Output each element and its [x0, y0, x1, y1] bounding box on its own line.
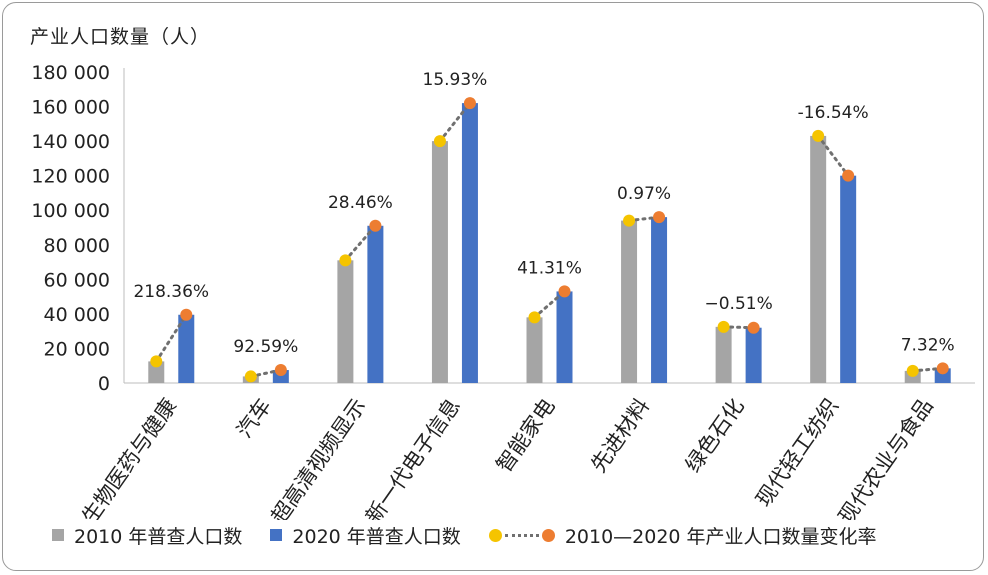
category-label: 现代轻工纺织	[751, 394, 843, 511]
category-label: 超高清视频显示	[267, 394, 371, 520]
y-tick-label: 140 000	[31, 131, 110, 153]
y-tick-label: 120 000	[31, 166, 110, 188]
y-tick-label: 60 000	[44, 269, 110, 291]
y-tick-label: 20 000	[44, 338, 110, 360]
bar-2010	[431, 141, 448, 383]
legend-label-rate: 2010—2020 年产业人口数量变化率	[564, 525, 877, 548]
rate-start-dot	[906, 364, 919, 377]
rate-label: 41.31%	[517, 258, 582, 278]
category-label: 智能家电	[492, 394, 560, 477]
bar-2010	[810, 135, 827, 383]
rate-connector	[722, 325, 756, 330]
legend-swatch-2020	[270, 529, 283, 541]
rate-end-dot	[463, 97, 476, 110]
legend-rate-dotted-line	[504, 533, 539, 537]
category-label: 现代农业与食品	[834, 394, 938, 520]
rate-connector	[533, 289, 566, 319]
bar-2020	[367, 225, 384, 383]
category-label: 新一代电子信息	[361, 394, 465, 520]
rate-connector	[438, 101, 472, 143]
bar-2010	[621, 220, 638, 383]
bar-2010	[148, 361, 165, 383]
rate-end-dot	[747, 321, 760, 334]
rate-end-dot	[653, 211, 666, 224]
rate-label: 28.46%	[328, 193, 393, 213]
rate-start-dot	[433, 135, 446, 148]
rate-start-dot	[528, 311, 541, 324]
rate-label: -16.54%	[798, 103, 869, 123]
rate-connector	[154, 313, 188, 363]
rate-connector	[343, 224, 377, 262]
y-axis-unit-label: 产业人口数量（人）	[30, 26, 211, 48]
chart-plot: 0 20 000 40 000 60 000 80 000 100 000 120 000 1…	[31, 62, 975, 520]
y-tick-label: 100 000	[31, 200, 110, 222]
category-label: 先进材料	[586, 394, 654, 477]
rate-label: −0.51%	[704, 294, 772, 314]
legend-rate-end-dot	[541, 528, 555, 542]
y-tick-label: 180 000	[31, 62, 110, 84]
rate-start-dot	[244, 370, 257, 383]
rate-start-dot	[339, 254, 352, 267]
rate-end-dot	[936, 362, 949, 375]
rate-end-dot	[558, 285, 571, 298]
rate-start-dot	[717, 320, 730, 333]
y-tick-label: 160 000	[31, 97, 110, 119]
legend-item-2010: 2010 年普查人口数	[52, 522, 242, 549]
rate-label: 15.93%	[423, 70, 488, 90]
bar-2020	[556, 291, 573, 383]
bar-2020	[178, 314, 195, 383]
legend-item-rate: 2010—2020 年产业人口数量变化率	[488, 522, 877, 549]
rate-connector	[249, 368, 283, 378]
rate-end-dot	[274, 364, 287, 377]
legend-label-2020: 2020 年普查人口数	[292, 525, 461, 548]
rate-end-dot	[369, 219, 382, 232]
rate-label: 92.59%	[233, 337, 298, 357]
legend-rate-marker	[488, 528, 555, 542]
category-label: 汽车	[232, 394, 276, 442]
rate-connector	[911, 366, 945, 373]
y-tick-label: 40 000	[44, 304, 110, 326]
category-label: 生物医药与健康	[77, 394, 181, 520]
bar-2020	[461, 103, 478, 383]
legend: 2010 年普查人口数 2020 年普查人口数 2010—2020 年产业人口数…	[52, 522, 905, 548]
rate-connector	[627, 215, 661, 223]
rate-start-dot	[150, 355, 163, 368]
legend-swatch-2010	[52, 529, 64, 541]
rate-connector	[816, 134, 850, 178]
rate-end-dot	[180, 308, 193, 321]
rate-label: 0.97%	[617, 184, 671, 204]
legend-label-2010: 2010 年普查人口数	[74, 525, 243, 548]
rate-label: 7.32%	[901, 335, 955, 355]
y-tick-label: 80 000	[44, 235, 110, 257]
category-label: 绿色石化	[681, 394, 749, 477]
legend-rate-start-dot	[488, 528, 502, 542]
rate-label: 218.36%	[133, 282, 209, 302]
rate-end-dot	[842, 169, 855, 182]
rate-start-dot	[812, 129, 825, 142]
bar-2020	[651, 217, 668, 383]
y-tick-label: 0	[98, 373, 110, 395]
bar-2020	[840, 175, 857, 383]
bar-2010	[715, 326, 732, 383]
legend-item-2020: 2020 年普查人口数	[270, 522, 461, 549]
rate-start-dot	[623, 214, 636, 227]
bar-2020	[745, 327, 762, 383]
bar-2010	[526, 317, 543, 383]
bar-2010	[337, 260, 354, 383]
